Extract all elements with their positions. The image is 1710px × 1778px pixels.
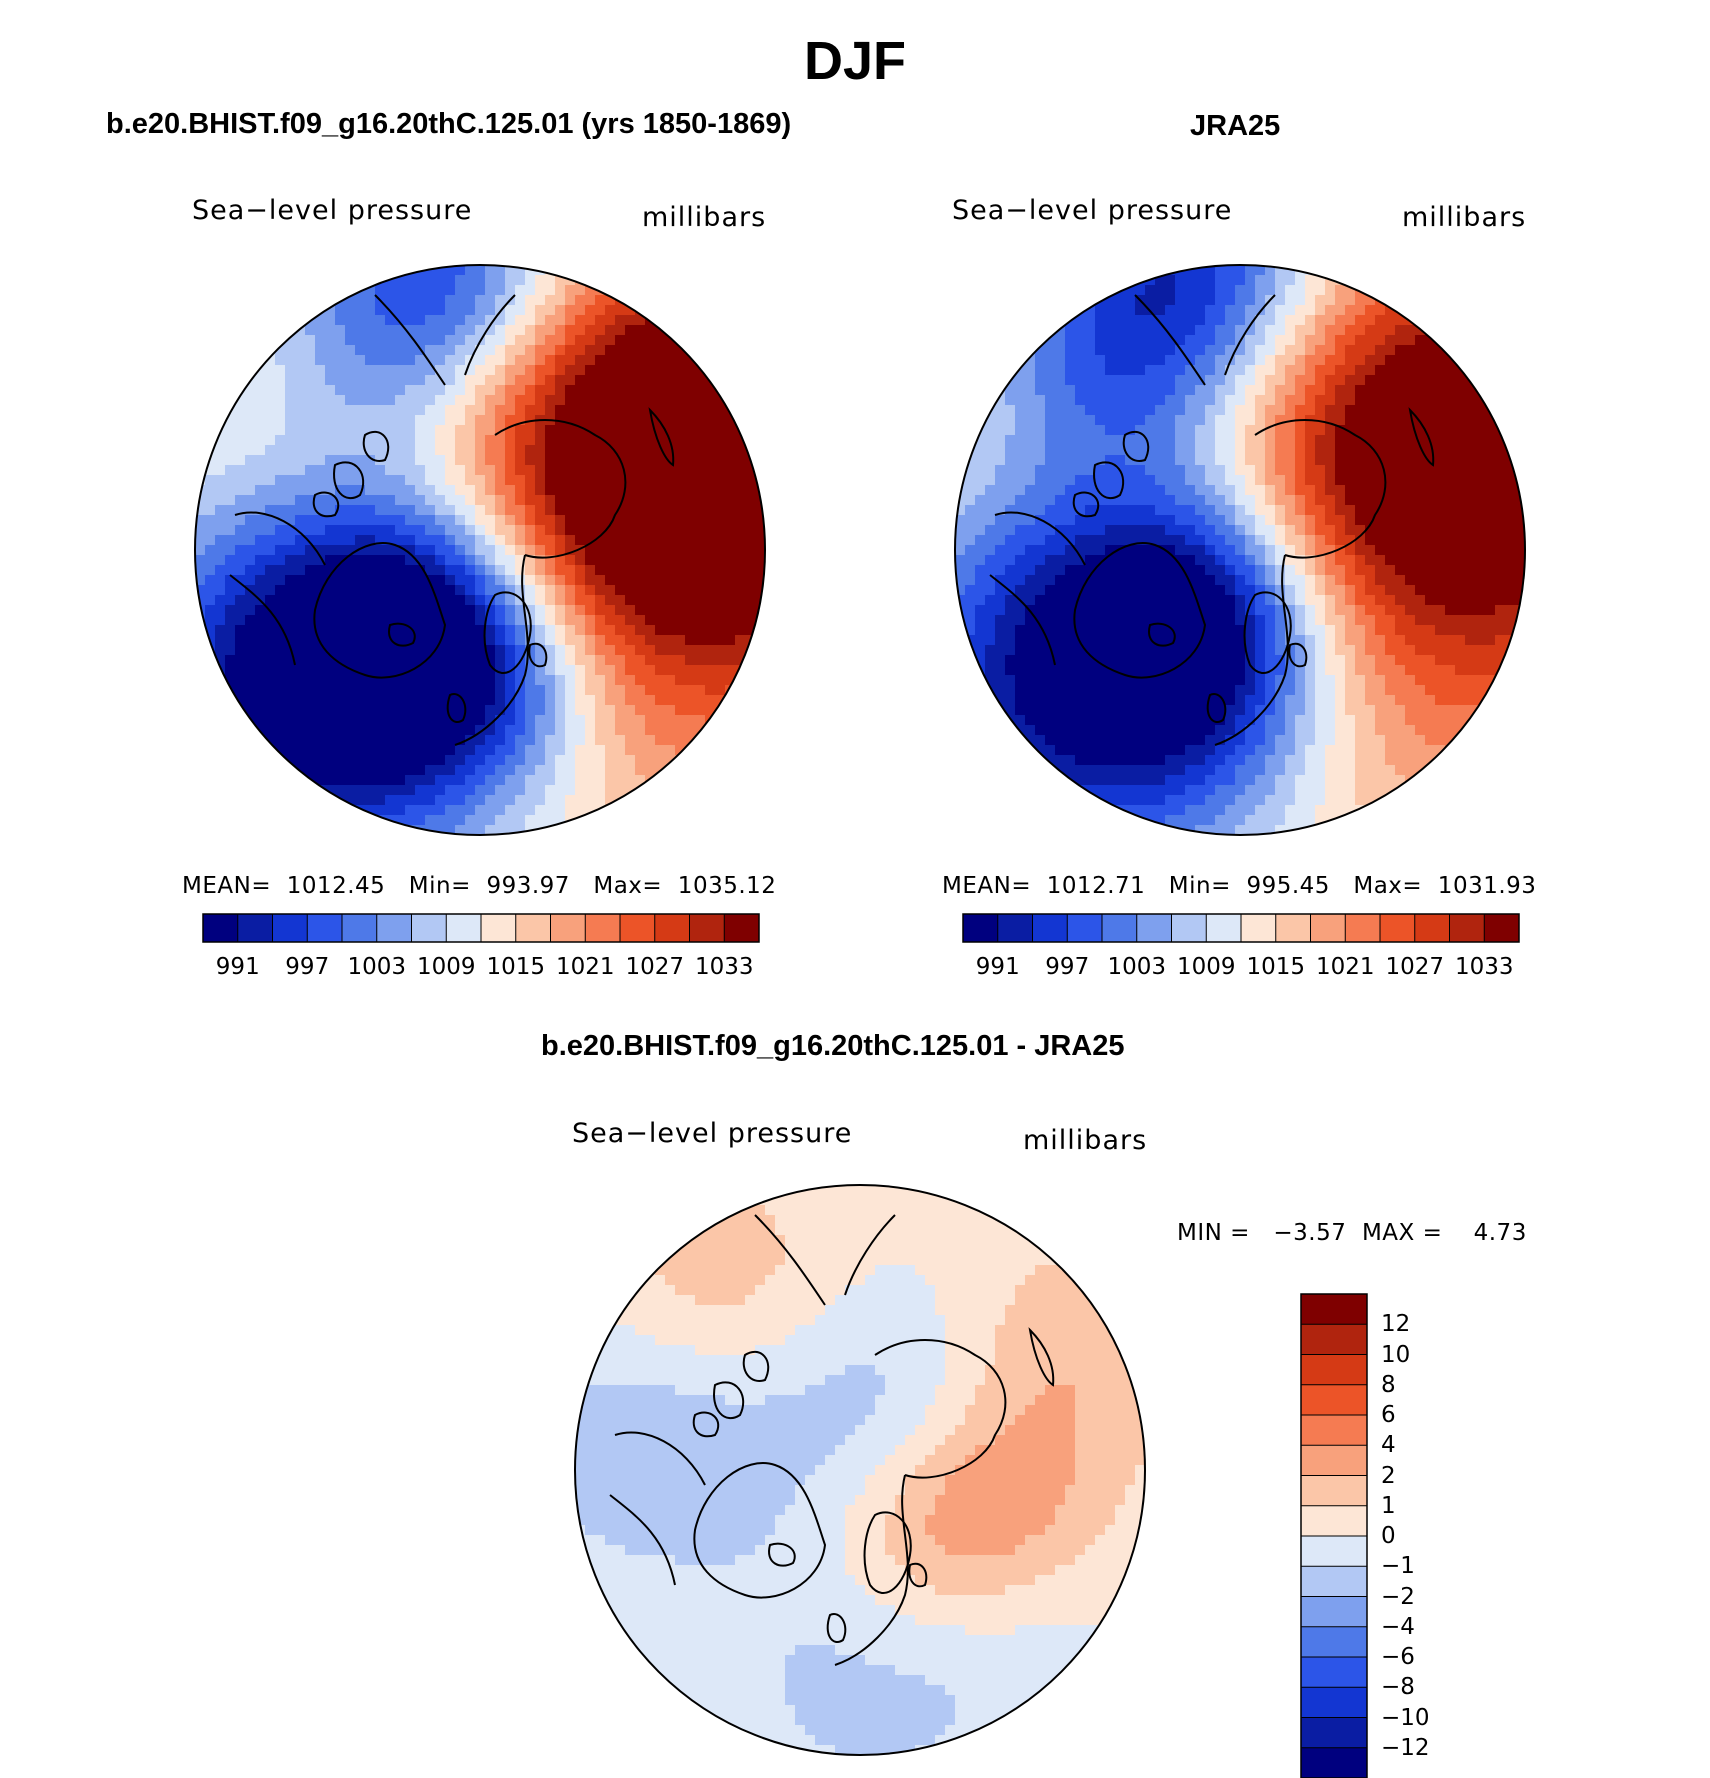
colorbar-cell — [1345, 914, 1380, 942]
polar-map-obs — [955, 265, 1525, 835]
colorbar-tick-label: 1027 — [1385, 954, 1444, 980]
colorbar-cell — [655, 914, 690, 942]
colorbar-model — [203, 914, 759, 942]
units-label-obs: millibars — [1402, 202, 1526, 233]
colorbar-cell — [1450, 914, 1485, 942]
colorbar-tick-label: −2 — [1381, 1584, 1415, 1610]
colorbar-tick-label: −1 — [1381, 1553, 1415, 1579]
colorbar-tick-label: 4 — [1381, 1432, 1396, 1458]
colorbar-tick-label: 12 — [1381, 1311, 1410, 1337]
stats-diff: MIN = −3.57 MAX = 4.73 — [1177, 1220, 1527, 1246]
colorbar-cell — [1033, 914, 1068, 942]
colorbar-tick-label: 1015 — [1246, 954, 1305, 980]
colorbar-cell — [1301, 1355, 1367, 1386]
colorbar-cell — [1301, 1506, 1367, 1537]
colorbar-cell — [1172, 914, 1207, 942]
units-label-model: millibars — [642, 202, 766, 233]
colorbar-cell — [1301, 1385, 1367, 1416]
colorbar-tick-label: 0 — [1381, 1523, 1396, 1549]
colorbar-cell — [307, 914, 342, 942]
colorbar-cell — [1301, 1476, 1367, 1507]
colorbar-tick-label: 1027 — [625, 954, 684, 980]
colorbar-tick-label: 2 — [1381, 1463, 1396, 1489]
colorbar-cell — [377, 914, 412, 942]
colorbar-cell — [1484, 914, 1519, 942]
colorbar-cell — [1415, 914, 1450, 942]
colorbar-tick-label: 997 — [285, 954, 329, 980]
colorbar-cell — [551, 914, 586, 942]
colorbar-tick-label: 1003 — [1107, 954, 1166, 980]
colorbar-cell — [1137, 914, 1172, 942]
colorbar-tick-label: 1 — [1381, 1493, 1396, 1519]
colorbar-cell — [1301, 1445, 1367, 1476]
colorbar-diff — [1301, 1294, 1367, 1778]
colorbar-cell — [1102, 914, 1137, 942]
colorbar-cell — [1067, 914, 1102, 942]
colorbar-cell — [1301, 1597, 1367, 1628]
colorbar-cell — [203, 914, 238, 942]
colorbar-cell — [1311, 914, 1346, 942]
variable-label-diff: Sea−level pressure — [572, 1118, 852, 1149]
panel-title-model: b.e20.BHIST.f09_g16.20thC.125.01 (yrs 18… — [106, 108, 791, 141]
polar-map-diff — [575, 1185, 1145, 1755]
colorbar-tick-label: 1021 — [556, 954, 615, 980]
colorbar-cell — [273, 914, 308, 942]
polar-map-model — [195, 265, 765, 835]
colorbar-tick-label: −10 — [1381, 1705, 1430, 1731]
colorbar-tick-label: 1009 — [1177, 954, 1236, 980]
variable-label-obs: Sea−level pressure — [952, 195, 1232, 226]
colorbar-tick-label: 1015 — [486, 954, 545, 980]
colorbar-tick-label: −4 — [1381, 1614, 1415, 1640]
colorbar-tick-label: 1003 — [347, 954, 406, 980]
colorbar-tick-label: 1009 — [417, 954, 476, 980]
units-label-diff: millibars — [1023, 1125, 1147, 1156]
colorbar-cell — [1276, 914, 1311, 942]
colorbar-cell — [1301, 1627, 1367, 1658]
figure-title: DJF — [0, 30, 1710, 92]
colorbar-cell — [585, 914, 620, 942]
colorbar-cell — [1301, 1718, 1367, 1749]
panel-title-obs: JRA25 — [1190, 110, 1280, 143]
colorbar-cell — [1301, 1294, 1367, 1325]
colorbar-tick-label: 1033 — [695, 954, 754, 980]
colorbar-tick-label: 991 — [976, 954, 1020, 980]
colorbar-tick-label: 1033 — [1455, 954, 1514, 980]
colorbar-cell — [963, 914, 998, 942]
colorbar-cell — [1301, 1657, 1367, 1688]
colorbar-cell — [1301, 1536, 1367, 1567]
colorbar-tick-label: −12 — [1381, 1735, 1430, 1761]
colorbar-tick-label: 6 — [1381, 1402, 1396, 1428]
colorbar-cell — [516, 914, 551, 942]
colorbar-cell — [446, 914, 481, 942]
colorbar-cell — [238, 914, 273, 942]
panel-title-diff: b.e20.BHIST.f09_g16.20thC.125.01 - JRA25 — [541, 1030, 1125, 1063]
colorbar-tick-label: 10 — [1381, 1342, 1410, 1368]
colorbar-cell — [1206, 914, 1241, 942]
colorbar-cell — [481, 914, 516, 942]
colorbar-cell — [1301, 1687, 1367, 1718]
colorbar-obs — [963, 914, 1519, 942]
colorbar-cell — [342, 914, 377, 942]
colorbar-cell — [1301, 1748, 1367, 1778]
colorbar-tick-label: 997 — [1045, 954, 1089, 980]
colorbar-cell — [1301, 1566, 1367, 1597]
colorbar-tick-label: 1021 — [1316, 954, 1375, 980]
colorbar-tick-label: −6 — [1381, 1644, 1415, 1670]
stats-model: MEAN= 1012.45 Min= 993.97 Max= 1035.12 — [182, 873, 776, 899]
colorbar-cell — [1380, 914, 1415, 942]
colorbar-cell — [620, 914, 655, 942]
colorbar-cell — [1301, 1324, 1367, 1355]
colorbar-tick-label: 991 — [216, 954, 260, 980]
stats-obs: MEAN= 1012.71 Min= 995.45 Max= 1031.93 — [942, 873, 1536, 899]
colorbar-cell — [690, 914, 725, 942]
colorbar-cell — [412, 914, 447, 942]
colorbar-cell — [1241, 914, 1276, 942]
colorbar-tick-label: −8 — [1381, 1674, 1415, 1700]
colorbar-tick-label: 8 — [1381, 1372, 1396, 1398]
colorbar-cell — [1301, 1415, 1367, 1446]
colorbar-cell — [724, 914, 759, 942]
colorbar-cell — [998, 914, 1033, 942]
variable-label-model: Sea−level pressure — [192, 195, 472, 226]
